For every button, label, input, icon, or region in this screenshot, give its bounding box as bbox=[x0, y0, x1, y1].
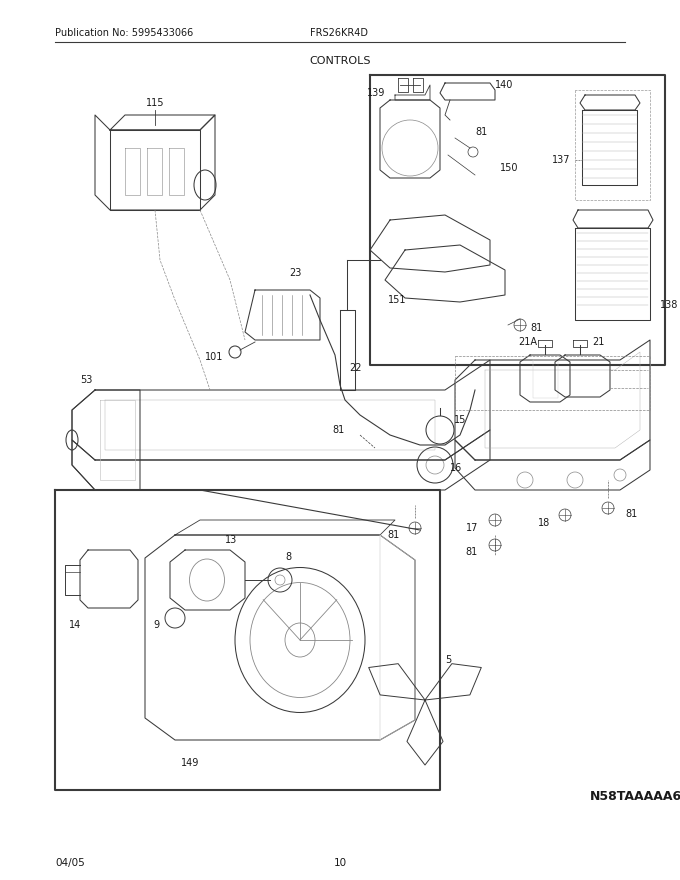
Text: 14: 14 bbox=[69, 620, 81, 630]
Text: 81: 81 bbox=[475, 127, 488, 137]
Text: 22: 22 bbox=[349, 363, 361, 373]
Text: 101: 101 bbox=[205, 352, 223, 362]
Text: FRS26KR4D: FRS26KR4D bbox=[310, 28, 368, 38]
Text: Publication No: 5995433066: Publication No: 5995433066 bbox=[55, 28, 193, 38]
Text: 8: 8 bbox=[285, 552, 291, 562]
Text: 81: 81 bbox=[333, 425, 345, 435]
Text: 150: 150 bbox=[500, 163, 518, 173]
Text: 138: 138 bbox=[660, 300, 679, 310]
Text: 18: 18 bbox=[538, 518, 550, 528]
Text: 10: 10 bbox=[333, 858, 347, 868]
Text: 17: 17 bbox=[466, 523, 478, 533]
Text: 16: 16 bbox=[450, 463, 462, 473]
Text: 139: 139 bbox=[367, 88, 385, 98]
Text: 149: 149 bbox=[181, 758, 199, 768]
Text: 21A: 21A bbox=[518, 337, 537, 347]
Text: 151: 151 bbox=[388, 295, 407, 305]
Text: 13: 13 bbox=[225, 535, 237, 545]
Text: 15: 15 bbox=[454, 415, 466, 425]
Text: 137: 137 bbox=[551, 155, 570, 165]
Text: 23: 23 bbox=[289, 268, 301, 278]
Text: 9: 9 bbox=[154, 620, 160, 630]
Text: 81: 81 bbox=[388, 530, 400, 540]
Text: 81: 81 bbox=[625, 509, 637, 519]
Text: 81: 81 bbox=[466, 547, 478, 557]
Text: CONTROLS: CONTROLS bbox=[309, 56, 371, 66]
Text: 115: 115 bbox=[146, 98, 165, 108]
Text: N58TAAAAA6: N58TAAAAA6 bbox=[590, 790, 680, 803]
Text: 81: 81 bbox=[530, 323, 542, 333]
Text: 53: 53 bbox=[80, 375, 92, 385]
Text: 140: 140 bbox=[495, 80, 513, 90]
Text: 5: 5 bbox=[445, 655, 452, 665]
Text: 04/05: 04/05 bbox=[55, 858, 85, 868]
Text: 21: 21 bbox=[592, 337, 605, 347]
